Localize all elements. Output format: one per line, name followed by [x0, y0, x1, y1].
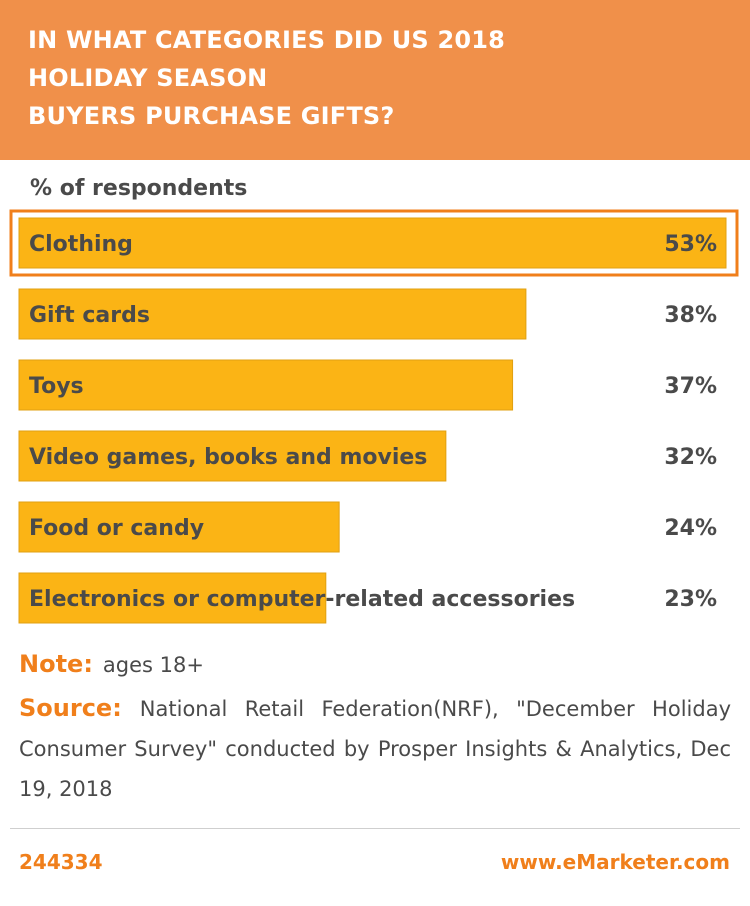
bar — [18, 359, 514, 411]
category-label: Clothing — [29, 232, 133, 257]
title-line-3: BUYERS PURCHASE GIFTS? — [28, 102, 395, 130]
footer-divider — [10, 828, 740, 829]
value-label: 24% — [664, 516, 717, 541]
value-label: 37% — [664, 374, 717, 399]
bar-chart: Clothing 53% Gift cards 38% Toys 37% Video gam… — [9, 209, 739, 624]
emarketer-link[interactable]: www.eMarketer.com — [500, 850, 730, 874]
source: Source: National Retail Federation(NRF), … — [19, 688, 731, 809]
bar-row: Toys 37% — [18, 359, 717, 411]
bar-row: Electronics or computer-related accessor… — [18, 572, 717, 624]
title-line-2: HOLIDAY SEASON — [28, 64, 268, 92]
note-text: ages 18+ — [102, 653, 204, 677]
value-label: 32% — [664, 445, 717, 470]
bar-row: Gift cards 38% — [18, 288, 717, 340]
source-label: Source: — [19, 694, 122, 722]
chart-header: IN WHAT CATEGORIES DID US 2018 HOLIDAY S… — [0, 0, 750, 160]
value-label: 38% — [664, 303, 717, 328]
note-label: Note: — [19, 650, 93, 678]
chart-id: 244334 — [19, 850, 103, 874]
category-label: Gift cards — [29, 303, 150, 328]
category-label: Food or candy — [29, 516, 204, 541]
bar — [18, 217, 727, 269]
bar-row: Food or candy 24% — [18, 501, 717, 553]
source-text: National Retail Federation(NRF), "Decemb… — [19, 697, 731, 801]
bar — [18, 572, 327, 624]
category-label: Electronics or computer-related accessor… — [29, 587, 575, 612]
bar-row: Clothing 53% — [9, 209, 739, 277]
category-label: Video games, books and movies — [29, 445, 427, 470]
title-line-1: IN WHAT CATEGORIES DID US 2018 — [28, 26, 506, 54]
category-label: Toys — [29, 374, 84, 399]
chart-subtitle: % of respondents — [30, 176, 248, 201]
bar-row: Video games, books and movies 32% — [18, 430, 717, 482]
bar — [18, 430, 447, 482]
bar — [18, 501, 340, 553]
value-label: 23% — [664, 587, 717, 612]
value-label: 53% — [664, 232, 717, 257]
note: Note: ages 18+ — [19, 650, 204, 678]
bar — [18, 288, 527, 340]
highlight-frame — [9, 209, 739, 277]
